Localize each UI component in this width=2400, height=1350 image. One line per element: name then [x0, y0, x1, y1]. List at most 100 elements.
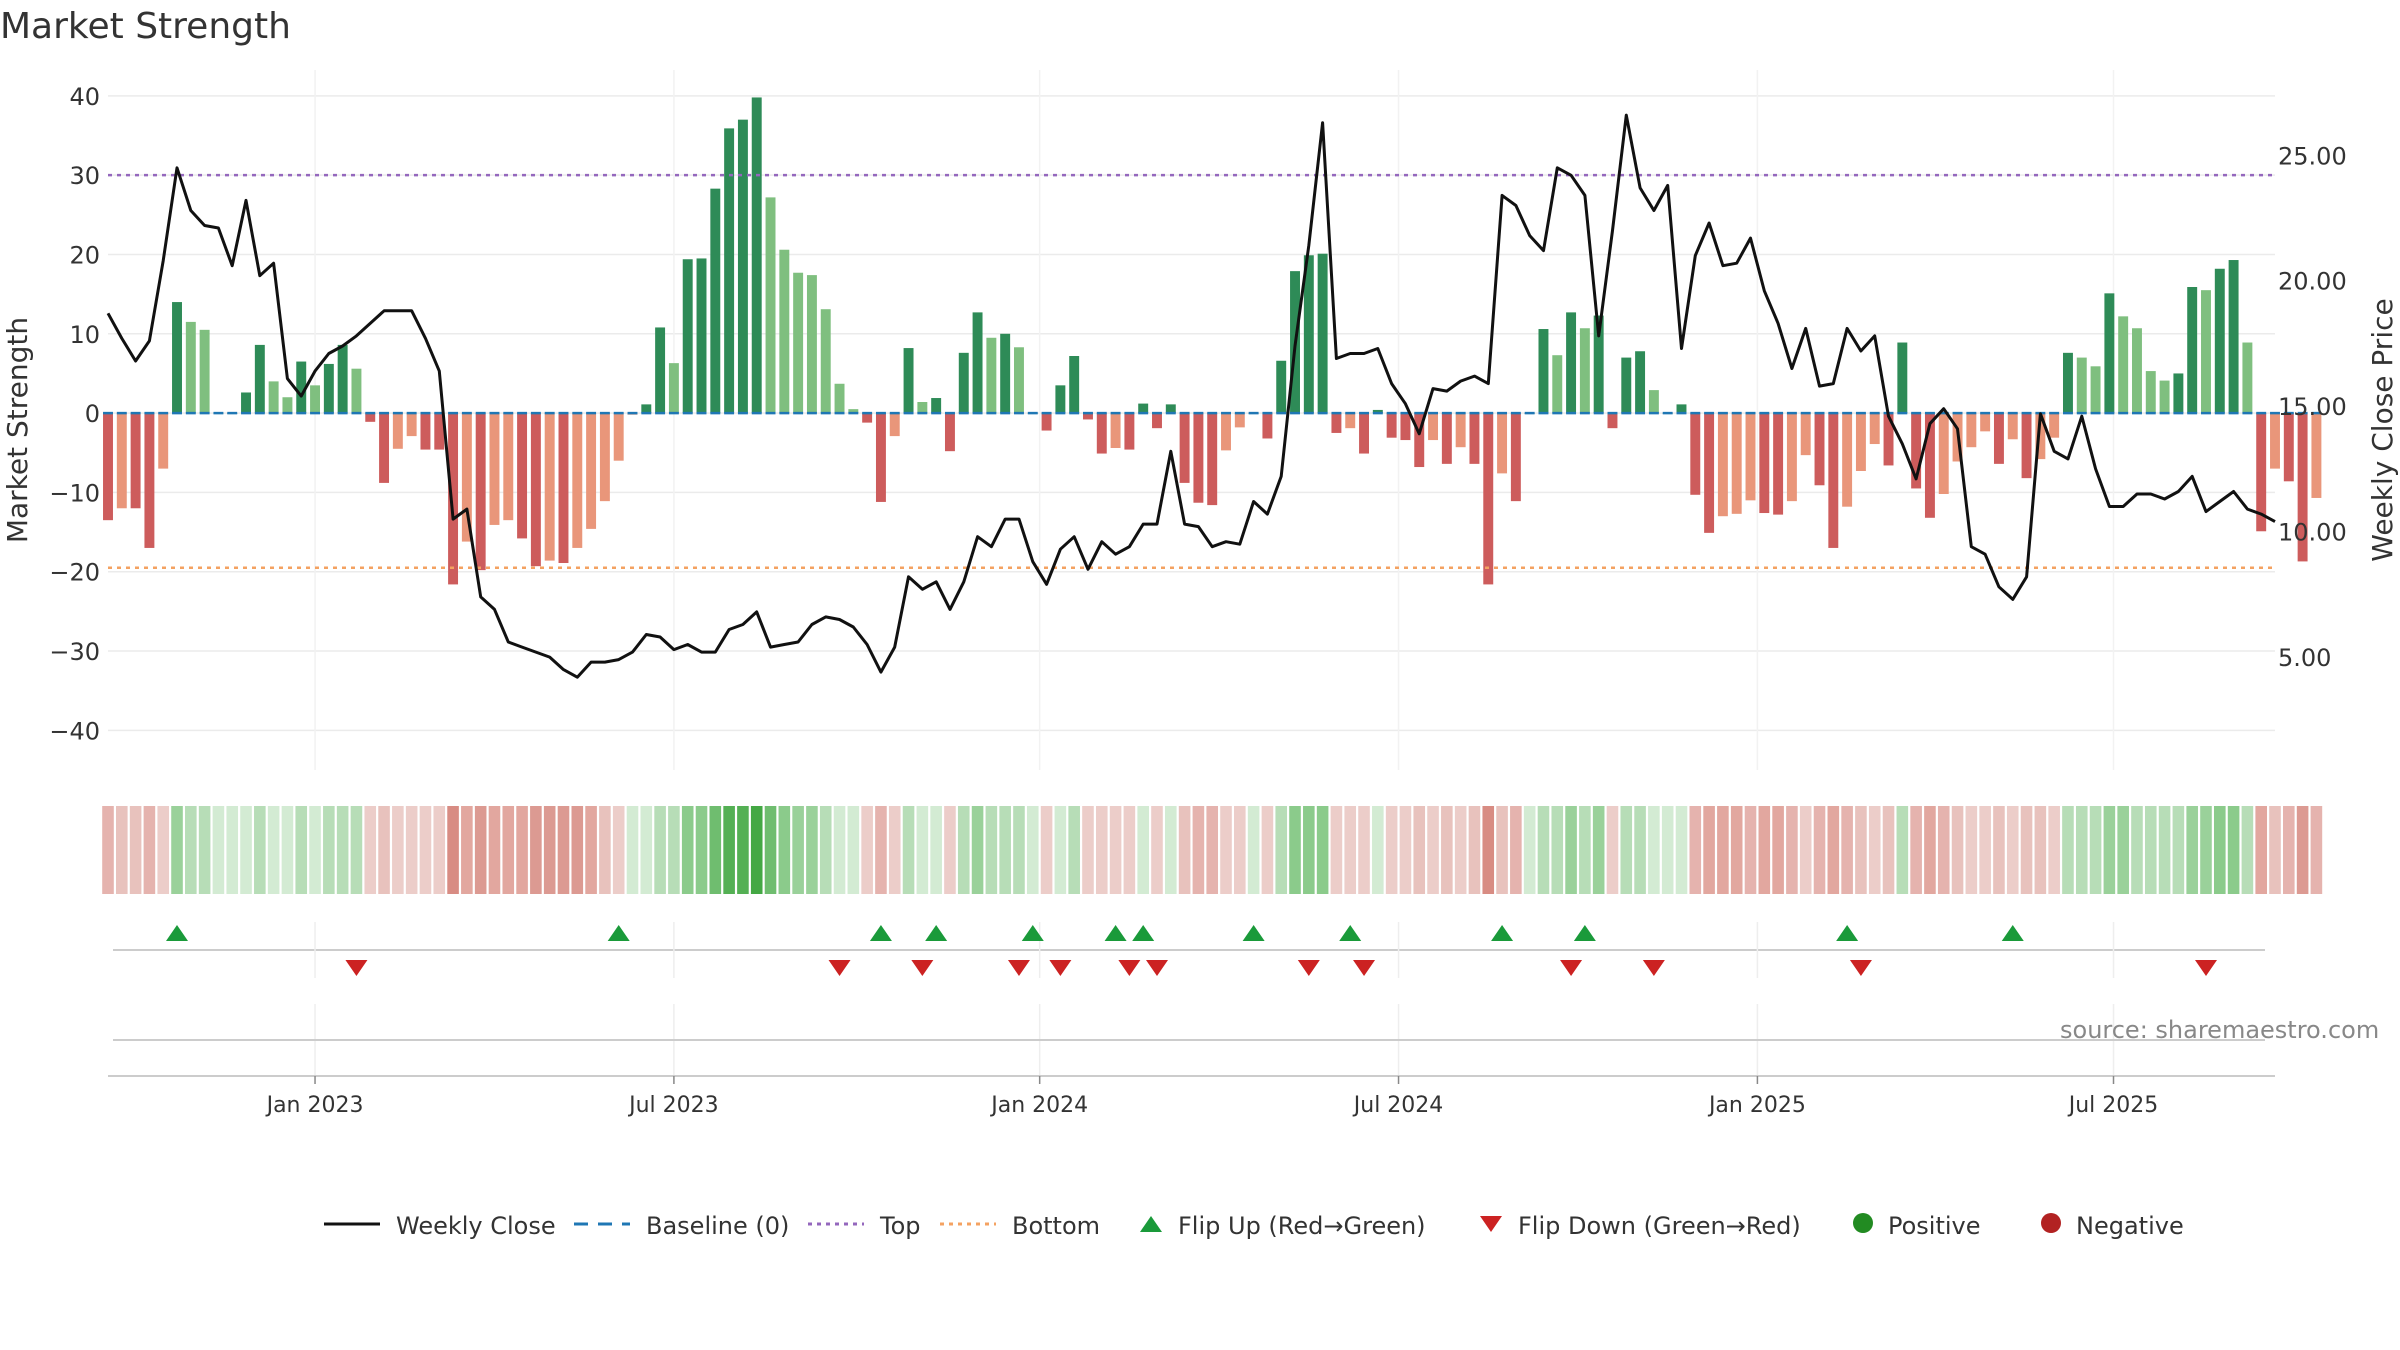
strip-cell	[1924, 806, 1936, 894]
strength-bar	[958, 352, 969, 414]
strength-bar	[1000, 333, 1011, 414]
strength-bar	[944, 413, 955, 452]
close-price-series	[106, 113, 2276, 679]
y2-tick-label: 25.00	[2278, 142, 2347, 170]
strength-bar	[351, 368, 362, 414]
strength-bar	[2118, 316, 2129, 414]
strength-bar	[116, 413, 127, 509]
strength-bar	[1165, 404, 1176, 414]
legend-swatch-bottom	[938, 1212, 998, 1240]
strength-bar	[1510, 413, 1521, 502]
strength-bars	[103, 97, 2322, 585]
y-tick-label: −10	[49, 479, 100, 507]
strength-bar	[1897, 342, 1908, 414]
strip-cell	[1330, 806, 1343, 894]
strength-bar	[668, 363, 679, 414]
strip-cell	[1965, 806, 1978, 894]
strip-cell	[723, 806, 735, 894]
strip-cell	[1661, 806, 1674, 894]
strength-bar	[544, 413, 555, 561]
strength-bar	[1579, 328, 1590, 414]
strip-cell	[2269, 806, 2281, 894]
strength-bar	[199, 329, 210, 414]
strip-cell	[212, 806, 225, 894]
strength-bar	[1483, 413, 1494, 585]
strip-cell	[1413, 806, 1426, 894]
strength-bar	[779, 249, 790, 414]
strip-cell	[281, 806, 294, 894]
strip-cell	[2062, 806, 2074, 894]
strip-cell	[1178, 806, 1191, 894]
strength-bar	[517, 413, 528, 539]
strength-bar	[1303, 255, 1314, 414]
y-tick-label: −40	[49, 717, 100, 745]
strength-bar	[1635, 351, 1646, 414]
x-tick-label: Jan 2025	[1707, 1093, 1806, 1118]
strip-cell	[1551, 806, 1564, 894]
strip-cell	[1206, 806, 1219, 894]
strip-cell	[1220, 806, 1232, 894]
strength-bar	[1179, 413, 1190, 483]
strip-cell	[1261, 806, 1274, 894]
strength-bar	[2270, 413, 2280, 469]
strip-cell	[737, 806, 749, 894]
strength-bar	[1911, 413, 1922, 489]
strip-cell	[1040, 806, 1053, 894]
strength-bar	[2076, 357, 2087, 414]
strength-bar	[848, 409, 859, 414]
strip-cell	[1385, 806, 1398, 894]
strip-cell	[198, 806, 211, 894]
strength-bar	[475, 413, 486, 571]
strip-cell	[1675, 806, 1688, 894]
flip-up-marker	[1491, 925, 1514, 941]
strip-cell	[1620, 806, 1633, 894]
x-tick-label: Jul 2025	[2067, 1093, 2159, 1118]
strip-cell	[378, 806, 390, 894]
strip-cell	[1151, 806, 1163, 894]
strip-cell	[2172, 806, 2185, 894]
strip-cell	[1164, 806, 1177, 894]
strength-bar	[1317, 253, 1328, 414]
strip-cell	[2296, 806, 2309, 894]
strip-cell	[1951, 806, 1964, 894]
strip-cell	[1855, 806, 1867, 894]
x-tick-label: Jul 2024	[1352, 1093, 1444, 1118]
strip-cell	[461, 806, 473, 894]
legend-label: Top	[880, 1212, 921, 1240]
strength-bar	[2132, 328, 2142, 414]
strip-cell	[1703, 806, 1715, 894]
strip-cell	[309, 806, 321, 894]
strip-cell	[985, 806, 998, 894]
strip-cell	[1427, 806, 1439, 894]
y2-axis-label: Weekly Close Price	[2366, 298, 2399, 561]
strip-cell	[571, 806, 584, 894]
strength-bar	[2062, 352, 2073, 414]
strength-bar	[599, 413, 610, 502]
strip-cell	[1496, 806, 1508, 894]
x-tick-label: Jan 2023	[265, 1093, 364, 1118]
flip-up-marker	[1021, 925, 1044, 941]
strip-cell	[1289, 806, 1301, 894]
strength-bar	[448, 413, 459, 585]
strength-bar	[530, 413, 541, 567]
strip-cell	[488, 806, 501, 894]
strength-bar	[710, 188, 721, 414]
strip-cell	[999, 806, 1011, 894]
strip-cell	[2020, 806, 2033, 894]
strip-cell	[1537, 806, 1550, 894]
strength-bar	[420, 413, 431, 450]
strength-bar	[1773, 413, 1784, 515]
strip-cell	[1799, 806, 1812, 894]
x-axis: Jan 2023 Jul 2023 Jan 2024 Jul 2024 Jan 2025…	[108, 1004, 2275, 1118]
strip-cell	[1523, 806, 1536, 894]
strip-cell	[1482, 806, 1495, 894]
strip-cell	[875, 806, 887, 894]
strip-cell	[1358, 806, 1370, 894]
strip-cell	[336, 806, 349, 894]
strip-cell	[2283, 806, 2295, 894]
strip-cell	[1372, 806, 1384, 894]
strip-cell	[764, 806, 777, 894]
strength-bar	[1745, 413, 1756, 501]
strength-bar	[1234, 413, 1245, 428]
legend-label: Flip Up (Red→Green)	[1178, 1212, 1426, 1240]
